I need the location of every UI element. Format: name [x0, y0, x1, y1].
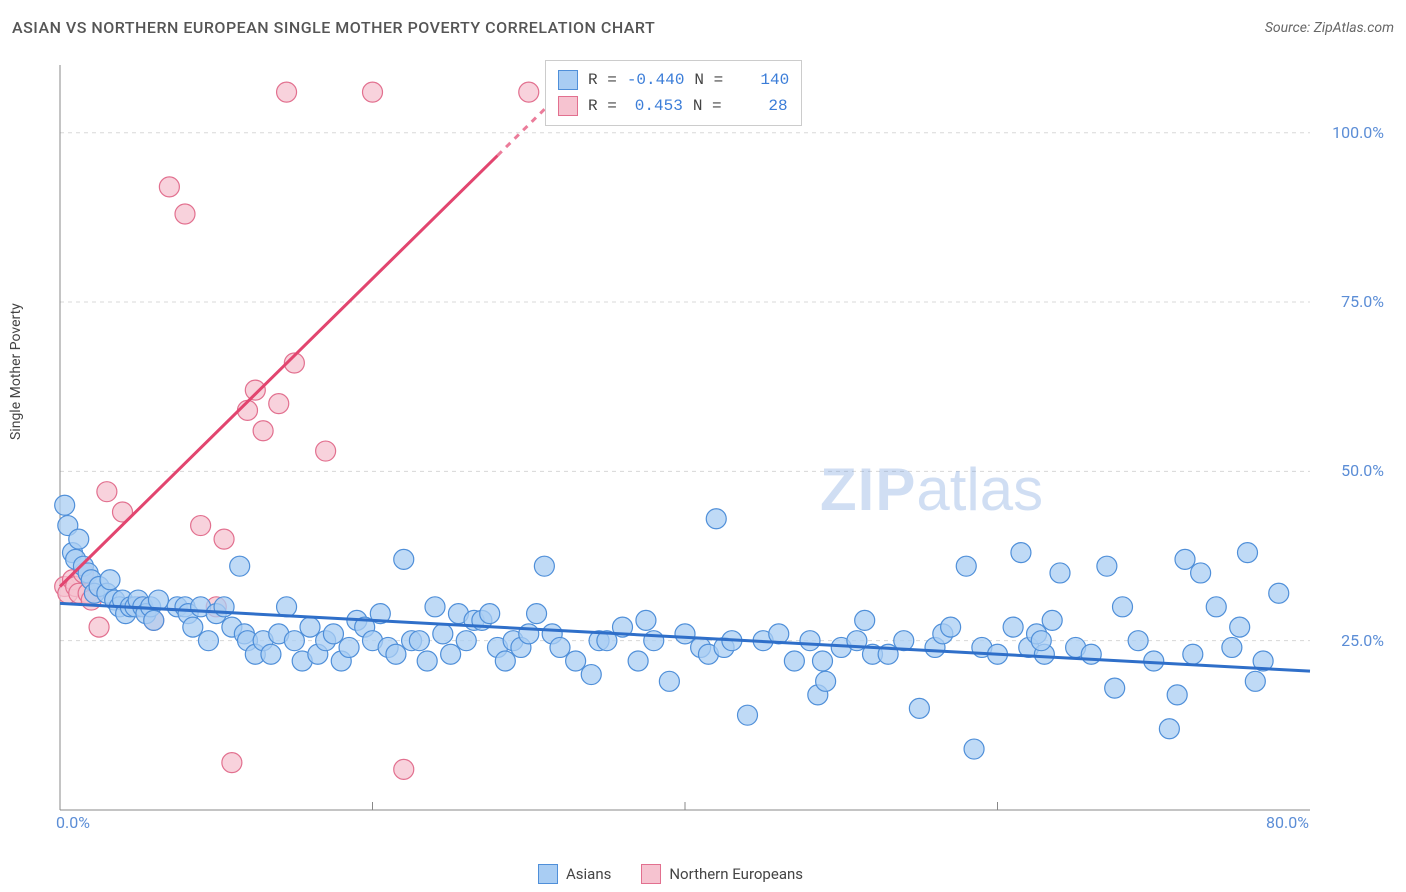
r-value-asians: -0.440	[627, 71, 685, 89]
n-value-ne: 28	[732, 97, 788, 115]
stats-row-ne: R = 0.453 N = 28	[558, 93, 789, 119]
chart-title: ASIAN VS NORTHERN EUROPEAN SINGLE MOTHER…	[12, 18, 655, 37]
source-label: Source: ZipAtlas.com	[1265, 20, 1394, 36]
legend-label-ne: Northern Europeans	[669, 865, 803, 883]
stats-legend-box: R = -0.440 N = 140 R = 0.453 N = 28	[545, 60, 802, 126]
y-tick-label: 75.0%	[1314, 292, 1384, 311]
scatter-plot-svg	[50, 55, 1380, 830]
stats-row-asians: R = -0.440 N = 140	[558, 67, 789, 93]
n-label: N =	[693, 97, 722, 115]
y-axis-label: Single Mother Poverty	[8, 303, 24, 440]
y-tick-label: 25.0%	[1314, 631, 1384, 650]
legend-bottom: Asians Northern Europeans	[538, 864, 803, 884]
x-tick-label: 80.0%	[1266, 813, 1309, 832]
y-tick-label: 50.0%	[1314, 461, 1384, 480]
plot-area: ZIPatlas 25.0%50.0%75.0%100.0% 0.0%80.0%	[50, 55, 1390, 830]
y-tick-label: 100.0%	[1314, 123, 1384, 142]
swatch-asians	[558, 70, 578, 90]
legend-item-ne: Northern Europeans	[641, 864, 803, 884]
swatch-northern-europeans	[558, 96, 578, 116]
r-value-ne: 0.453	[627, 97, 683, 115]
chart-container: ASIAN VS NORTHERN EUROPEAN SINGLE MOTHER…	[0, 0, 1406, 892]
r-label: R =	[588, 97, 617, 115]
legend-item-asians: Asians	[538, 864, 611, 884]
legend-label-asians: Asians	[566, 865, 611, 883]
n-value-asians: 140	[733, 71, 789, 89]
title-row: ASIAN VS NORTHERN EUROPEAN SINGLE MOTHER…	[12, 18, 1394, 37]
r-label: R =	[588, 71, 617, 89]
legend-swatch-northern-europeans	[641, 864, 661, 884]
legend-swatch-asians	[538, 864, 558, 884]
n-label: N =	[694, 71, 723, 89]
x-tick-label: 0.0%	[56, 813, 90, 832]
